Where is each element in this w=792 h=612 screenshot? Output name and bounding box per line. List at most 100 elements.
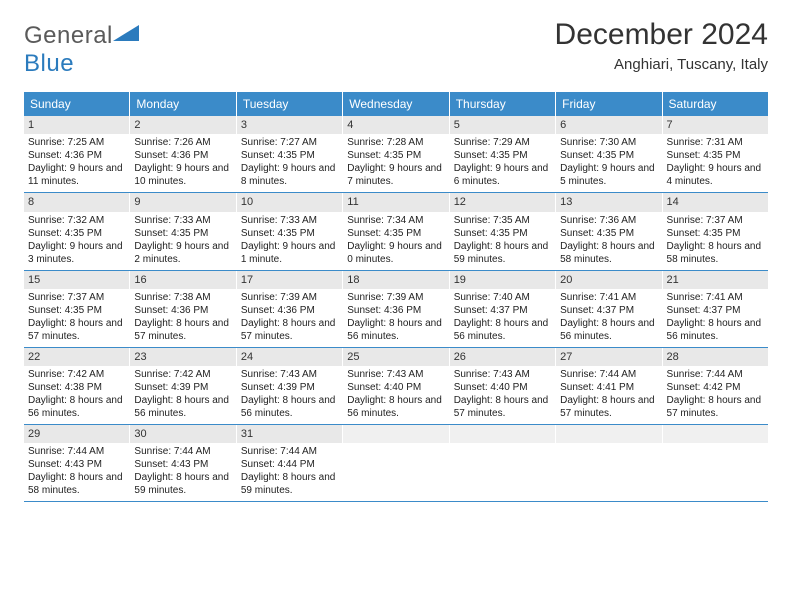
sunrise-line: Sunrise: 7:29 AM — [454, 136, 551, 149]
day-body: Sunrise: 7:44 AMSunset: 4:44 PMDaylight:… — [237, 443, 342, 501]
day-body: Sunrise: 7:43 AMSunset: 4:39 PMDaylight:… — [237, 366, 342, 424]
sunrise-line: Sunrise: 7:40 AM — [454, 291, 551, 304]
title-block: December 2024 Anghiari, Tuscany, Italy — [555, 18, 768, 73]
day-number: 30 — [130, 425, 235, 443]
sunset-line: Sunset: 4:35 PM — [667, 149, 764, 162]
sunrise-line: Sunrise: 7:28 AM — [347, 136, 444, 149]
daylight-line: Daylight: 8 hours and 57 minutes. — [560, 394, 657, 420]
day-cell: 20Sunrise: 7:41 AMSunset: 4:37 PMDayligh… — [556, 271, 662, 347]
sunrise-line: Sunrise: 7:44 AM — [241, 445, 338, 458]
day-number: 12 — [450, 193, 555, 211]
location: Anghiari, Tuscany, Italy — [555, 56, 768, 73]
day-body: Sunrise: 7:40 AMSunset: 4:37 PMDaylight:… — [450, 289, 555, 347]
day-cell: 23Sunrise: 7:42 AMSunset: 4:39 PMDayligh… — [130, 348, 236, 424]
day-cell: 11Sunrise: 7:34 AMSunset: 4:35 PMDayligh… — [343, 193, 449, 269]
day-body: Sunrise: 7:27 AMSunset: 4:35 PMDaylight:… — [237, 134, 342, 192]
day-cell: 26Sunrise: 7:43 AMSunset: 4:40 PMDayligh… — [450, 348, 556, 424]
sunset-line: Sunset: 4:35 PM — [28, 227, 125, 240]
sunset-line: Sunset: 4:43 PM — [28, 458, 125, 471]
day-number: 26 — [450, 348, 555, 366]
day-number — [450, 425, 555, 443]
sunset-line: Sunset: 4:35 PM — [347, 149, 444, 162]
day-body — [556, 443, 661, 449]
logo-word1: General — [24, 22, 113, 49]
day-cell: 13Sunrise: 7:36 AMSunset: 4:35 PMDayligh… — [556, 193, 662, 269]
daylight-line: Daylight: 8 hours and 58 minutes. — [667, 240, 764, 266]
day-cell: 9Sunrise: 7:33 AMSunset: 4:35 PMDaylight… — [130, 193, 236, 269]
month-title: December 2024 — [555, 18, 768, 52]
day-cell: 28Sunrise: 7:44 AMSunset: 4:42 PMDayligh… — [663, 348, 768, 424]
logo: GeneralBlue — [24, 22, 139, 78]
day-body: Sunrise: 7:42 AMSunset: 4:38 PMDaylight:… — [24, 366, 129, 424]
sunrise-line: Sunrise: 7:39 AM — [347, 291, 444, 304]
daylight-line: Daylight: 8 hours and 56 minutes. — [560, 317, 657, 343]
day-number: 31 — [237, 425, 342, 443]
day-cell: 12Sunrise: 7:35 AMSunset: 4:35 PMDayligh… — [450, 193, 556, 269]
day-body: Sunrise: 7:31 AMSunset: 4:35 PMDaylight:… — [663, 134, 768, 192]
day-number — [343, 425, 448, 443]
day-body: Sunrise: 7:37 AMSunset: 4:35 PMDaylight:… — [663, 212, 768, 270]
sunset-line: Sunset: 4:40 PM — [454, 381, 551, 394]
daylight-line: Daylight: 8 hours and 56 minutes. — [241, 394, 338, 420]
sunset-line: Sunset: 4:35 PM — [560, 227, 657, 240]
daylight-line: Daylight: 8 hours and 56 minutes. — [28, 394, 125, 420]
week-row: 22Sunrise: 7:42 AMSunset: 4:38 PMDayligh… — [24, 348, 768, 425]
day-cell: 31Sunrise: 7:44 AMSunset: 4:44 PMDayligh… — [237, 425, 343, 501]
daylight-line: Daylight: 9 hours and 3 minutes. — [28, 240, 125, 266]
sunrise-line: Sunrise: 7:31 AM — [667, 136, 764, 149]
daylight-line: Daylight: 9 hours and 5 minutes. — [560, 162, 657, 188]
sunset-line: Sunset: 4:35 PM — [667, 227, 764, 240]
day-number: 28 — [663, 348, 768, 366]
week-row: 29Sunrise: 7:44 AMSunset: 4:43 PMDayligh… — [24, 425, 768, 502]
sunrise-line: Sunrise: 7:43 AM — [454, 368, 551, 381]
day-cell: 6Sunrise: 7:30 AMSunset: 4:35 PMDaylight… — [556, 116, 662, 192]
daylight-line: Daylight: 9 hours and 6 minutes. — [454, 162, 551, 188]
sunrise-line: Sunrise: 7:26 AM — [134, 136, 231, 149]
daylight-line: Daylight: 8 hours and 56 minutes. — [347, 317, 444, 343]
sunset-line: Sunset: 4:36 PM — [28, 149, 125, 162]
day-body: Sunrise: 7:44 AMSunset: 4:42 PMDaylight:… — [663, 366, 768, 424]
logo-word2: Blue — [24, 50, 74, 77]
day-cell — [663, 425, 768, 501]
day-cell: 16Sunrise: 7:38 AMSunset: 4:36 PMDayligh… — [130, 271, 236, 347]
day-cell: 8Sunrise: 7:32 AMSunset: 4:35 PMDaylight… — [24, 193, 130, 269]
day-header-saturday: Saturday — [663, 92, 768, 116]
daylight-line: Daylight: 8 hours and 56 minutes. — [667, 317, 764, 343]
daylight-line: Daylight: 9 hours and 0 minutes. — [347, 240, 444, 266]
sunrise-line: Sunrise: 7:41 AM — [667, 291, 764, 304]
day-headers-row: SundayMondayTuesdayWednesdayThursdayFrid… — [24, 92, 768, 116]
daylight-line: Daylight: 8 hours and 59 minutes. — [241, 471, 338, 497]
day-number: 3 — [237, 116, 342, 134]
sunset-line: Sunset: 4:35 PM — [241, 149, 338, 162]
sunrise-line: Sunrise: 7:44 AM — [667, 368, 764, 381]
day-body: Sunrise: 7:41 AMSunset: 4:37 PMDaylight:… — [556, 289, 661, 347]
daylight-line: Daylight: 9 hours and 1 minute. — [241, 240, 338, 266]
sunrise-line: Sunrise: 7:43 AM — [241, 368, 338, 381]
day-number: 7 — [663, 116, 768, 134]
day-number: 1 — [24, 116, 129, 134]
daylight-line: Daylight: 9 hours and 7 minutes. — [347, 162, 444, 188]
sunset-line: Sunset: 4:36 PM — [347, 304, 444, 317]
sunrise-line: Sunrise: 7:38 AM — [134, 291, 231, 304]
daylight-line: Daylight: 9 hours and 8 minutes. — [241, 162, 338, 188]
day-header-wednesday: Wednesday — [343, 92, 449, 116]
day-body: Sunrise: 7:43 AMSunset: 4:40 PMDaylight:… — [450, 366, 555, 424]
day-body: Sunrise: 7:33 AMSunset: 4:35 PMDaylight:… — [237, 212, 342, 270]
daylight-line: Daylight: 9 hours and 2 minutes. — [134, 240, 231, 266]
sunrise-line: Sunrise: 7:34 AM — [347, 214, 444, 227]
sunrise-line: Sunrise: 7:32 AM — [28, 214, 125, 227]
sunset-line: Sunset: 4:41 PM — [560, 381, 657, 394]
day-body — [450, 443, 555, 449]
sunrise-line: Sunrise: 7:27 AM — [241, 136, 338, 149]
sunset-line: Sunset: 4:35 PM — [241, 227, 338, 240]
header: GeneralBlue December 2024 Anghiari, Tusc… — [24, 18, 768, 78]
day-cell — [450, 425, 556, 501]
day-number: 25 — [343, 348, 448, 366]
sunrise-line: Sunrise: 7:39 AM — [241, 291, 338, 304]
sunrise-line: Sunrise: 7:33 AM — [241, 214, 338, 227]
day-number — [556, 425, 661, 443]
sunrise-line: Sunrise: 7:36 AM — [560, 214, 657, 227]
day-cell: 17Sunrise: 7:39 AMSunset: 4:36 PMDayligh… — [237, 271, 343, 347]
daylight-line: Daylight: 8 hours and 57 minutes. — [134, 317, 231, 343]
day-body: Sunrise: 7:28 AMSunset: 4:35 PMDaylight:… — [343, 134, 448, 192]
